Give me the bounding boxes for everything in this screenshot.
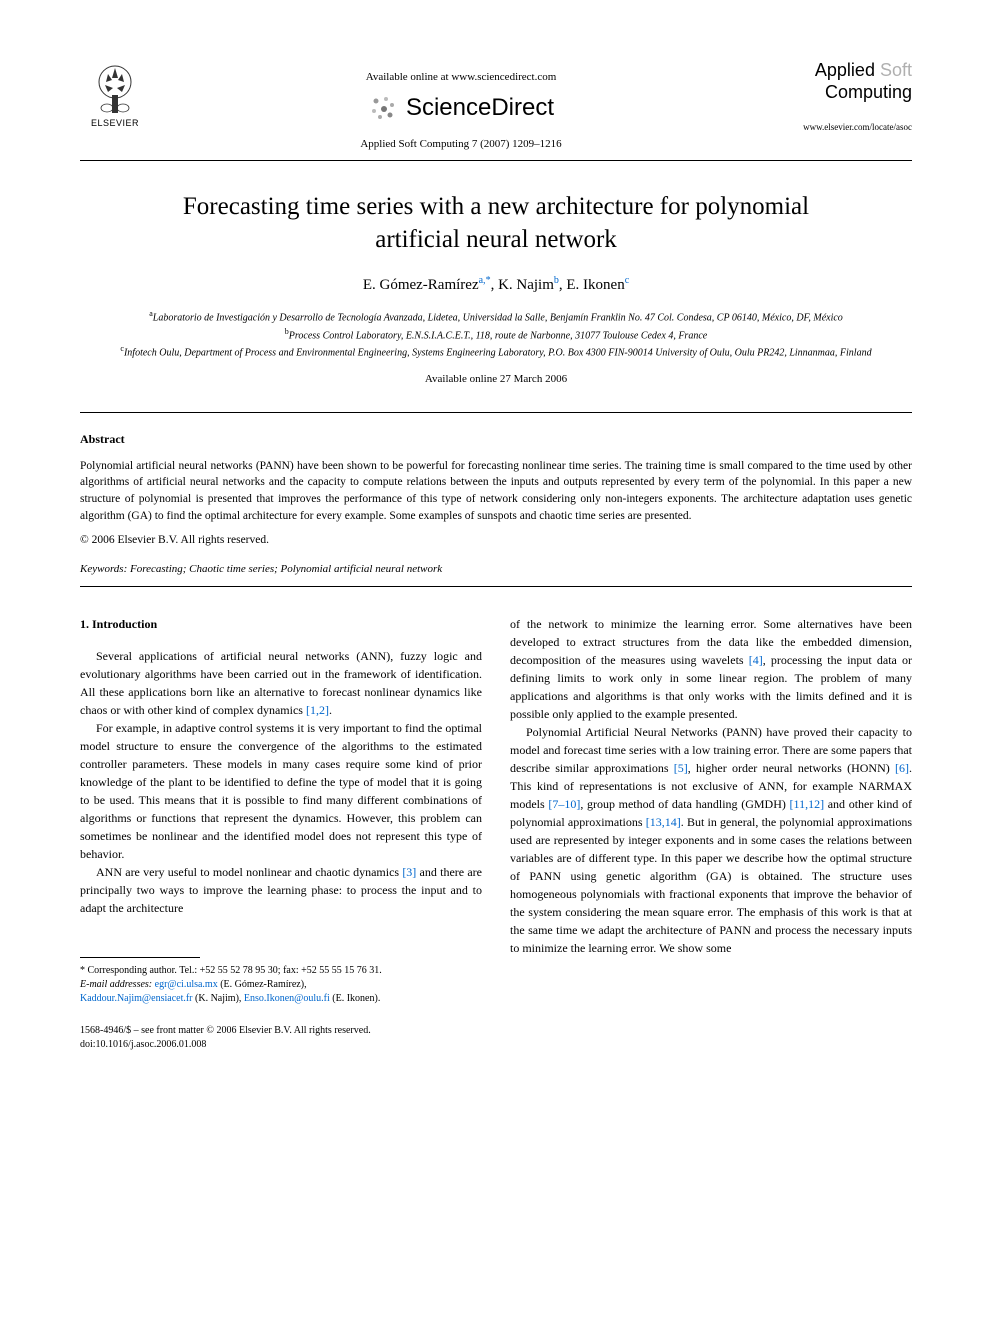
email-2[interactable]: Kaddour.Najim@ensiacet.fr [80, 993, 193, 1004]
keywords-line: Keywords: Forecasting; Chaotic time seri… [80, 562, 912, 577]
elsevier-tree-icon [90, 60, 140, 115]
footer-issn: 1568-4946/$ – see front matter © 2006 El… [80, 1024, 912, 1038]
author-3: E. Ikonen [566, 277, 624, 293]
elsevier-logo: ELSEVIER [80, 60, 150, 130]
email-label: E-mail addresses: [80, 979, 152, 990]
author-1-affil: a, [479, 275, 486, 286]
affiliations: aLaboratorio de Investigación y Desarrol… [80, 308, 912, 360]
page-header: ELSEVIER Available online at www.science… [80, 60, 912, 152]
email-addresses: E-mail addresses: egr@ci.ulsa.mx (E. Góm… [80, 978, 482, 1006]
ref-13-14[interactable]: [13,14] [646, 815, 681, 829]
journal-title-logo: Applied Soft Computing [772, 60, 912, 103]
available-online-text: Available online at www.sciencedirect.co… [150, 70, 772, 85]
author-2: K. Najim [498, 277, 554, 293]
authors-line: E. Gómez-Ramíreza,*, K. Najimb, E. Ikone… [80, 274, 912, 296]
sciencedirect-icon [368, 93, 398, 123]
journal-logo: Applied Soft Computing www.elsevier.com/… [772, 60, 912, 134]
ref-6[interactable]: [6] [895, 761, 909, 775]
footnotes: * Corresponding author. Tel.: +52 55 52 … [80, 964, 482, 1006]
body-para-3: ANN are very useful to model nonlinear a… [80, 863, 482, 917]
author-1-star: * [486, 275, 491, 286]
ref-7-10[interactable]: [7–10] [548, 797, 580, 811]
body-para-4: of the network to minimize the learning … [510, 615, 912, 723]
author-1: E. Gómez-Ramírez [363, 277, 479, 293]
email-3-name: (E. Ikonen). [330, 993, 381, 1004]
body-columns: 1. Introduction Several applications of … [80, 615, 912, 1006]
article-title: Forecasting time series with a new archi… [140, 191, 852, 256]
elsevier-label: ELSEVIER [91, 117, 139, 130]
author-3-affil: c [625, 275, 629, 286]
keywords-label: Keywords: [80, 563, 127, 575]
ref-3[interactable]: [3] [402, 865, 416, 879]
abstract-bottom-rule [80, 586, 912, 587]
email-1[interactable]: egr@ci.ulsa.mx [155, 979, 218, 990]
body-para-1: Several applications of artificial neura… [80, 647, 482, 719]
journal-logo-word2: Soft [880, 60, 912, 80]
keywords-text: Forecasting; Chaotic time series; Polyno… [127, 563, 442, 575]
affil-c-text: Infotech Oulu, Department of Process and… [124, 347, 872, 358]
affil-a-text: Laboratorio de Investigación y Desarroll… [153, 313, 843, 324]
email-1-name: (E. Gómez-Ramírez), [218, 979, 307, 990]
center-header: Available online at www.sciencedirect.co… [150, 60, 772, 152]
footnote-separator [80, 957, 200, 958]
sciencedirect-brand: ScienceDirect [150, 91, 772, 125]
body-para-5: Polynomial Artificial Neural Networks (P… [510, 723, 912, 957]
abstract-copyright: © 2006 Elsevier B.V. All rights reserved… [80, 532, 912, 548]
email-2-name: (K. Najim), [193, 993, 244, 1004]
section-1-heading: 1. Introduction [80, 615, 482, 633]
ref-5[interactable]: [5] [674, 761, 688, 775]
available-date: Available online 27 March 2006 [80, 372, 912, 387]
corresponding-author: * Corresponding author. Tel.: +52 55 52 … [80, 964, 482, 978]
author-2-affil: b [554, 275, 559, 286]
page-footer: 1568-4946/$ – see front matter © 2006 El… [80, 1024, 912, 1052]
left-column: 1. Introduction Several applications of … [80, 615, 482, 1006]
right-column: of the network to minimize the learning … [510, 615, 912, 1006]
journal-logo-word3: Computing [825, 82, 912, 102]
ref-1-2[interactable]: [1,2] [306, 703, 329, 717]
email-3[interactable]: Enso.Ikonen@oulu.fi [244, 993, 330, 1004]
footer-doi: doi:10.1016/j.asoc.2006.01.008 [80, 1038, 912, 1052]
header-rule [80, 160, 912, 161]
abstract-heading: Abstract [80, 431, 912, 448]
ref-11-12[interactable]: [11,12] [790, 797, 825, 811]
journal-url: www.elsevier.com/locate/asoc [772, 121, 912, 134]
abstract-text: Polynomial artificial neural networks (P… [80, 458, 912, 525]
body-para-2: For example, in adaptive control systems… [80, 719, 482, 863]
journal-logo-word1: Applied [815, 60, 875, 80]
ref-4[interactable]: [4] [749, 653, 763, 667]
affil-b-text: Process Control Laboratory, E.N.S.I.A.C.… [289, 330, 707, 341]
journal-reference: Applied Soft Computing 7 (2007) 1209–121… [150, 137, 772, 152]
sciencedirect-text: ScienceDirect [406, 91, 554, 125]
